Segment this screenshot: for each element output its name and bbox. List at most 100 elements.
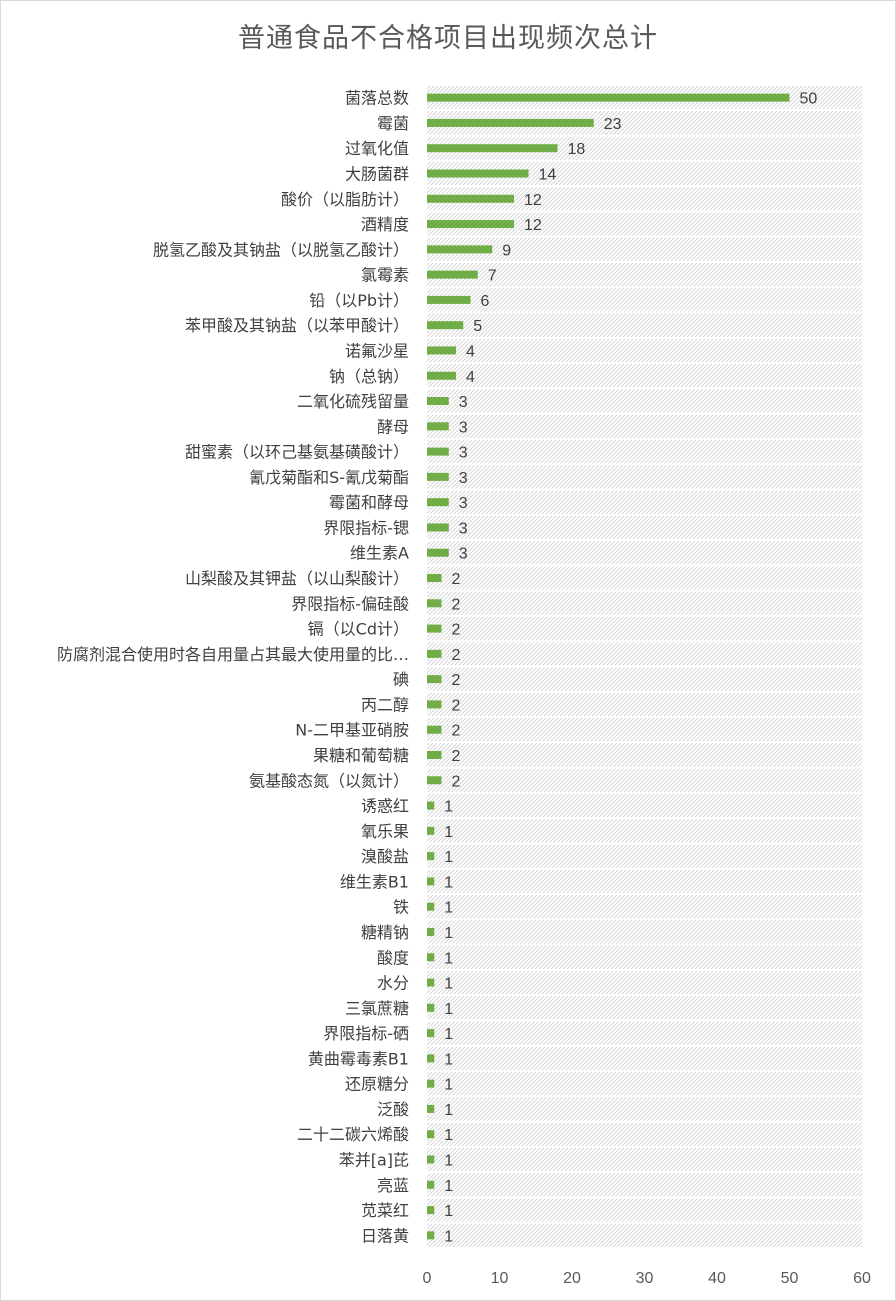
plot-row-background <box>427 313 862 337</box>
category-label: 维生素A <box>350 544 409 563</box>
data-label: 1 <box>444 1153 453 1170</box>
category-label: 果糖和葡萄糖 <box>313 746 409 765</box>
bar <box>427 1231 435 1240</box>
plot-row-background <box>427 1097 862 1121</box>
data-label: 12 <box>524 217 542 234</box>
bar <box>427 1029 435 1038</box>
category-label: 诺氟沙星 <box>345 341 409 360</box>
category-label: 三氯蔗糖 <box>345 999 409 1018</box>
plot-row-background <box>427 515 862 540</box>
bar <box>427 1079 435 1088</box>
bar <box>427 953 435 962</box>
plot-row-background <box>427 920 862 944</box>
category-label: 镉（以Cd计） <box>308 620 409 639</box>
bar <box>427 447 449 456</box>
plot-row-background <box>427 1021 862 1045</box>
x-tick-label: 50 <box>781 1270 799 1287</box>
plot-row-background <box>427 692 862 717</box>
category-label: 溴酸盐 <box>361 847 409 866</box>
bar <box>427 852 435 861</box>
category-label: 山梨酸及其钾盐（以山梨酸计） <box>185 569 409 588</box>
data-label: 3 <box>459 495 468 512</box>
x-tick-label: 20 <box>563 1270 581 1287</box>
bar <box>427 1155 435 1164</box>
data-label: 3 <box>459 520 468 537</box>
plot-row-background <box>427 1198 862 1222</box>
data-label: 2 <box>452 571 461 588</box>
bar <box>427 1180 435 1189</box>
bar <box>427 144 558 153</box>
category-label: 苋菜红 <box>361 1201 409 1220</box>
bar <box>427 245 493 254</box>
bar <box>427 422 449 431</box>
plot-row-background <box>427 1147 862 1172</box>
category-label: 酵母 <box>377 417 409 436</box>
plot-row-background <box>427 844 862 868</box>
data-label: 1 <box>444 1127 453 1144</box>
data-label: 50 <box>800 91 818 108</box>
data-label: 18 <box>568 141 586 158</box>
data-label: 2 <box>452 773 461 790</box>
bar <box>427 877 435 886</box>
plot-row-background <box>427 111 862 135</box>
bar <box>427 675 442 684</box>
data-label: 1 <box>444 925 453 942</box>
category-label: 氧乐果 <box>361 822 409 841</box>
category-label: 过氧化值 <box>345 139 409 158</box>
category-label: 霉菌 <box>377 114 409 133</box>
data-label: 4 <box>466 369 475 386</box>
plot-row-background <box>427 212 862 236</box>
category-label: 苯甲酸及其钠盐（以苯甲酸计） <box>185 316 409 335</box>
plot-row-background <box>427 895 862 919</box>
plot-row-background <box>427 262 862 287</box>
data-label: 5 <box>473 318 482 335</box>
category-label: 碘 <box>393 670 409 689</box>
bars <box>427 93 790 1240</box>
category-label: 大肠菌群 <box>345 164 409 183</box>
chart-title: 普通食品不合格项目出现频次总计 <box>238 23 658 54</box>
plot-row-background <box>427 996 862 1020</box>
category-label: 二十二碳六烯酸 <box>297 1125 409 1144</box>
plot-row-background <box>427 616 862 641</box>
category-label: 亮蓝 <box>377 1176 409 1195</box>
data-label: 3 <box>459 394 468 411</box>
category-label: 苯并[a]芘 <box>339 1151 409 1170</box>
data-label: 1 <box>444 1077 453 1094</box>
data-label: 1 <box>444 799 453 816</box>
data-label: 4 <box>466 343 475 360</box>
plot-row-background <box>427 642 862 666</box>
data-label: 1 <box>444 976 453 993</box>
data-label: 23 <box>604 116 622 133</box>
category-label: 日落黄 <box>361 1226 409 1245</box>
plot-row-background <box>427 439 862 464</box>
bar <box>427 118 594 127</box>
category-label: 防腐剂混合使用时各自用量占其最大使用量的比… <box>57 645 409 664</box>
bar <box>427 194 514 203</box>
plot-area <box>427 86 862 1247</box>
bar <box>427 801 435 810</box>
plot-row-background <box>427 1046 862 1071</box>
category-label: 二氧化硫残留量 <box>297 392 409 411</box>
data-label: 1 <box>444 1228 453 1245</box>
data-label: 1 <box>444 950 453 967</box>
plot-row-background <box>427 566 862 590</box>
bar <box>427 574 442 583</box>
data-label: 9 <box>502 242 511 259</box>
data-label: 2 <box>452 647 461 664</box>
category-label: 氰戊菊酯和S-氰戊菊酯 <box>249 468 409 487</box>
plot-row-background <box>427 1173 862 1197</box>
data-label: 3 <box>459 470 468 487</box>
category-label: 丙二醇 <box>361 695 409 714</box>
bar <box>427 725 442 734</box>
bar <box>427 472 449 481</box>
bar <box>427 220 514 229</box>
bar <box>427 902 435 911</box>
category-label: 维生素B1 <box>340 872 409 891</box>
category-label: 界限指标-硒 <box>323 1024 409 1043</box>
plot-row-background <box>427 743 862 767</box>
data-label: 1 <box>444 1001 453 1018</box>
bar <box>427 649 442 658</box>
bar <box>427 371 456 380</box>
plot-row-background <box>427 591 862 615</box>
